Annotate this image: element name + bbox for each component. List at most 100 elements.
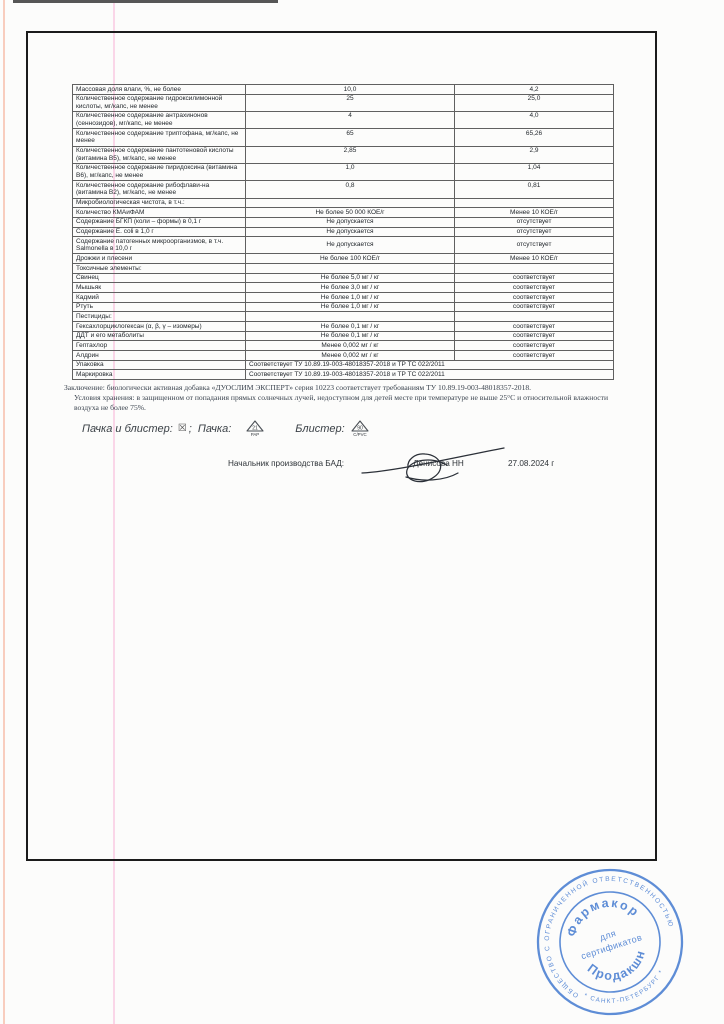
spec-actual-cell: Менее 10 КОЕ/г — [454, 207, 614, 218]
table-section-row: Микробиологическая чистота, в т.ч.: — [72, 197, 614, 209]
spec-parameter-cell: Массовая доля влаги, %, не более — [72, 84, 246, 95]
spec-parameter-cell: Пестициды: — [72, 311, 246, 323]
spec-actual-cell: Менее 10 КОЕ/г — [454, 253, 614, 265]
spec-limit-cell: Не более 1,0 мг / кг — [245, 301, 455, 313]
table-row: Кадмий Не более 1,0 мг / кг соответствует — [72, 292, 614, 303]
blister-label: Блистер: — [295, 422, 345, 435]
table-row: Количественное содержание пантотеновой к… — [72, 145, 614, 164]
table-row: ДДТ и его метаболиты Не более 0,1 мг / кг… — [72, 330, 614, 342]
spec-parameter-cell: Содержание патогенных микроорганизмов, в… — [72, 236, 246, 255]
spec-parameter-cell: Количественное содержание рибофлави-на (… — [72, 180, 246, 199]
spec-limit-cell: Не более 1,0 мг / кг — [245, 292, 455, 303]
spec-parameter-cell: Микробиологическая чистота, в т.ч.: — [72, 197, 246, 209]
spec-actual-cell — [454, 263, 614, 274]
spec-actual-cell: отсутствует — [454, 226, 614, 238]
signatory-title: Начальник производства БАД: — [228, 459, 345, 469]
storage-conditions-text: Условия хранения: в защищенном от попада… — [74, 393, 609, 413]
spec-limit-cell: Не более 3,0 мг / кг — [245, 282, 455, 294]
spec-actual-cell: 4,2 — [454, 84, 614, 95]
signatory-name: Денисова НН — [413, 459, 464, 469]
table-row: Количество КМАиФАМ Не более 50 000 КОЕ/г М… — [72, 207, 614, 218]
spec-parameter-cell: Содержание БГКП (коли – формы) в 0,1 г — [72, 216, 246, 228]
spec-actual-cell: соответствует — [454, 321, 614, 332]
spec-parameter-cell: Количественное содержание антрахинонов (… — [72, 110, 246, 130]
spec-limit-cell: 0,8 — [245, 180, 455, 199]
spec-actual-cell: соответствует — [454, 330, 614, 342]
crossed-box-icon: ☒ — [177, 423, 187, 435]
table-row: Маркировка Соответствует ТУ 10.89.19-003-… — [72, 369, 614, 380]
table-row: Мышьяк Не более 3,0 мг / кг соответствует — [72, 282, 614, 294]
spec-parameter-cell: Упаковка — [72, 359, 246, 371]
spec-limit-cell: Не более 50 000 КОЕ/г — [245, 207, 455, 218]
signature-date: 27.08.2024 г — [508, 459, 555, 469]
spec-parameter-cell: Алдрин — [72, 350, 246, 361]
table-row: Гептахлор Менее 0,002 мг / кг соответствуе… — [72, 340, 614, 352]
spec-parameter-cell: Количественное содержание пиридоксина (в… — [72, 162, 246, 182]
pap-number: 21 — [252, 426, 258, 432]
spec-actual-cell: соответствует — [454, 350, 614, 361]
spec-limit-cell: 65 — [245, 128, 455, 147]
spec-limit-cell: Менее 0,002 мг / кг — [245, 350, 455, 361]
spec-limit-cell — [245, 263, 455, 274]
table-row: Массовая доля влаги, %, не более 10,0 4,2 — [72, 84, 614, 95]
table-row: Содержание Е. coli в 1,0 г Не допускается… — [72, 226, 614, 238]
spec-limit-cell — [245, 311, 455, 323]
spec-limit-cell: Не допускается — [245, 236, 455, 255]
stamp-inner-circle — [559, 891, 661, 993]
spec-parameter-cell: Мышьяк — [72, 282, 246, 294]
spec-limit-cell: Не более 5,0 мг / кг — [245, 272, 455, 284]
spec-parameter-cell: Дрожжи и плесени — [72, 253, 246, 265]
stamp-center-line1: для — [598, 928, 617, 943]
spec-parameter-cell: Кадмий — [72, 292, 246, 303]
spec-limit-cell: Не допускается — [245, 226, 455, 238]
spec-limit-cell — [245, 197, 455, 209]
spec-parameter-cell: Маркировка — [72, 369, 246, 380]
packaging-symbols-line: Пачка и блистер: ☒ ; Пачка: 21 PAP Блист… — [82, 420, 617, 437]
table-section-row: Пестициды: — [72, 311, 614, 323]
table-row: Ртуть Не более 1,0 мг / кг соответствует — [72, 301, 614, 313]
table-section-row: Токсичные элементы: — [72, 263, 614, 274]
spec-parameter-cell: Гексахлорциклогексан (α, β, γ – изомеры) — [72, 321, 246, 332]
spec-actual-cell: 2,9 — [454, 145, 614, 164]
pack-and-blister-label: Пачка и блистер: — [82, 422, 173, 435]
recycling-pap-icon: 21 PAP — [246, 420, 264, 437]
table-row: Количественное содержание гидроксилимонн… — [72, 93, 614, 112]
spec-parameter-cell: Содержание Е. coli в 1,0 г — [72, 226, 246, 238]
spec-parameter-cell: Свинец — [72, 272, 246, 284]
spec-limit-cell: 25 — [245, 93, 455, 112]
spec-actual-cell: соответствует — [454, 340, 614, 352]
table-row: Количественное содержание пиридоксина (в… — [72, 162, 614, 182]
spec-limit-cell: Не более 0,1 мг / кг — [245, 330, 455, 342]
table-row: Гексахлорциклогексан (α, β, γ – изомеры)… — [72, 321, 614, 332]
spec-actual-cell: отсутствует — [454, 216, 614, 228]
spec-actual-cell: 25,0 — [454, 93, 614, 112]
cpvc-number: 90 — [357, 426, 363, 432]
recycling-cpvc-icon: 90 C/PVC — [351, 420, 369, 437]
pap-code: PAP — [251, 432, 260, 437]
spec-actual-cell: 1,04 — [454, 162, 614, 182]
specification-table: Массовая доля влаги, %, не более 10,0 4,2 К… — [72, 84, 614, 380]
spec-actual-cell: 0,81 — [454, 180, 614, 199]
table-row: Количественное содержание антрахинонов (… — [72, 110, 614, 130]
document-frame — [26, 31, 657, 861]
spec-limit-cell: Менее 0,002 мг / кг — [245, 340, 455, 352]
spec-parameter-cell: Количественное содержание триптофана, мг… — [72, 128, 246, 147]
spec-parameter-cell: Количество КМАиФАМ — [72, 207, 246, 218]
spec-actual-cell: 4,0 — [454, 110, 614, 130]
spec-parameter-cell: ДДТ и его метаболиты — [72, 330, 246, 342]
spec-limit-cell: Не допускается — [245, 216, 455, 228]
notes-block: Заключение: биологически активная добавк… — [64, 383, 619, 413]
table-row: Содержание патогенных микроорганизмов, в… — [72, 236, 614, 255]
pack-label: Пачка: — [197, 422, 232, 435]
table-row: Свинец Не более 5,0 мг / кг соответствует — [72, 272, 614, 284]
spec-limit-cell: Не более 0,1 мг / кг — [245, 321, 455, 332]
company-stamp: ОБЩЕСТВО С ОГРАНИЧЕННОЙ ОТВЕТСТВЕННОСТЬЮ… — [530, 866, 686, 1015]
spec-actual-cell: соответствует — [454, 282, 614, 294]
spec-actual-cell: 65,26 — [454, 128, 614, 147]
spec-actual-cell — [454, 311, 614, 323]
spec-actual-cell — [454, 197, 614, 209]
spec-limit-cell: 10,0 — [245, 84, 455, 95]
table-row: Содержание БГКП (коли – формы) в 0,1 г Не… — [72, 216, 614, 228]
table-row: Дрожжи и плесени Не более 100 КОЕ/г Менее … — [72, 253, 614, 265]
